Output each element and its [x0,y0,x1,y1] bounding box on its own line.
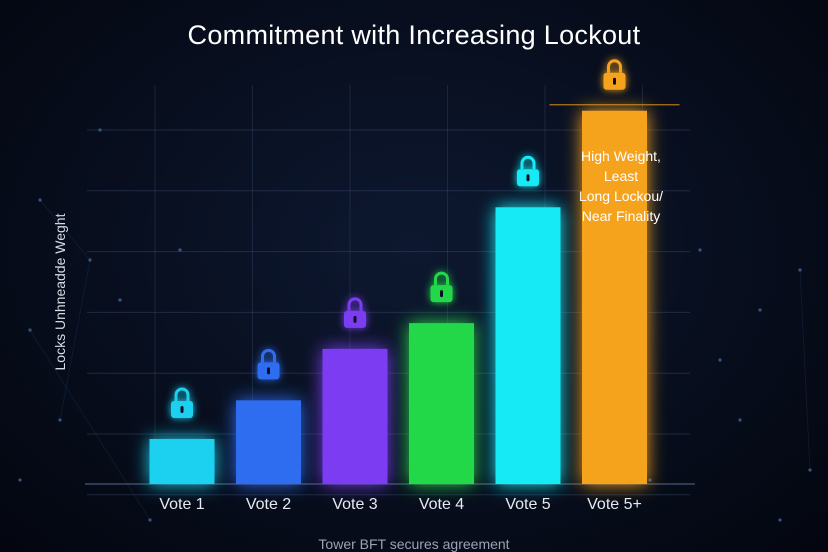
network-node [18,478,22,482]
network-node [118,298,122,302]
network-node [648,478,652,482]
annotation-line: Long Lockou/ [578,188,664,204]
network-node [778,518,782,522]
network-node [738,418,742,422]
bar [495,207,561,484]
lock-icon [517,155,539,187]
bar [409,323,474,484]
x-tick-label: Vote 2 [246,496,291,513]
chart-title: Commitment with Increasing Lockout [187,20,641,50]
network-line [29,329,151,521]
network-node [178,248,182,252]
annotation-line: Near Finality [581,208,661,224]
bar [322,348,388,484]
lock-icon [603,59,626,90]
network-node [798,268,802,272]
network-node [88,258,92,262]
network-node [718,358,722,362]
network-node [28,328,32,332]
bar [149,438,215,484]
background-network [18,128,812,522]
network-line [59,259,91,421]
network-node [98,128,102,132]
network-line [39,199,91,261]
network-node [808,468,812,472]
network-node [758,308,762,312]
network-line [799,269,811,471]
network-node [698,248,702,252]
network-node [148,518,152,522]
annotation-line: High Weight, [581,148,661,164]
x-tick-label: Vote 4 [419,496,464,513]
lock-icon [171,387,193,418]
x-tick-label: Vote 5+ [587,496,642,513]
annotation-line: Least [603,168,639,184]
lock-icon [344,297,366,328]
bar [582,110,647,484]
network-node [38,198,42,202]
x-tick-label: Vote 1 [159,496,204,513]
network-node [58,418,62,422]
x-tick-label: Vote 3 [332,496,377,513]
lock-icon [430,271,453,303]
lock-icon [257,348,280,380]
chart-footer: Tower BFT secures agreement [318,536,510,552]
bar [236,400,301,484]
bar-annotation: High Weight, Least Long Lockou/ Near Fin… [561,146,681,226]
x-tick-label: Vote 5 [505,496,550,513]
